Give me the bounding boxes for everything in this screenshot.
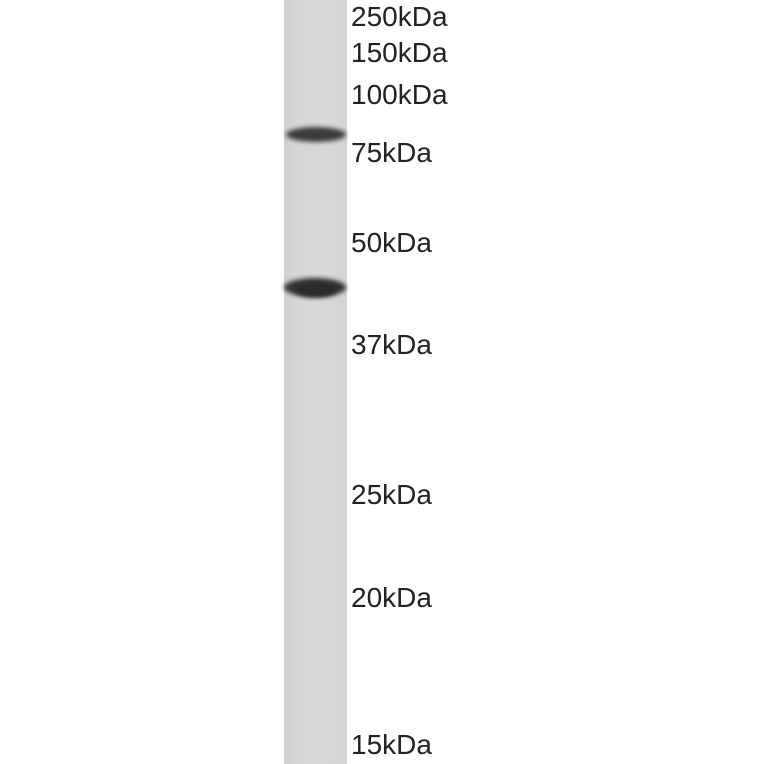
marker-label: 75kDa (351, 137, 432, 168)
blot-lane (284, 0, 347, 764)
band-upper (286, 127, 346, 142)
marker-label: 37kDa (351, 329, 432, 360)
marker-label: 15kDa (351, 729, 432, 760)
marker-label: 100kDa (351, 79, 448, 110)
marker-label: 25kDa (351, 479, 432, 510)
marker-label: 250kDa (351, 1, 448, 32)
marker-label: 150kDa (351, 37, 448, 68)
band-lower-core (296, 283, 336, 297)
marker-label: 50kDa (351, 227, 432, 258)
marker-label: 20kDa (351, 582, 432, 613)
